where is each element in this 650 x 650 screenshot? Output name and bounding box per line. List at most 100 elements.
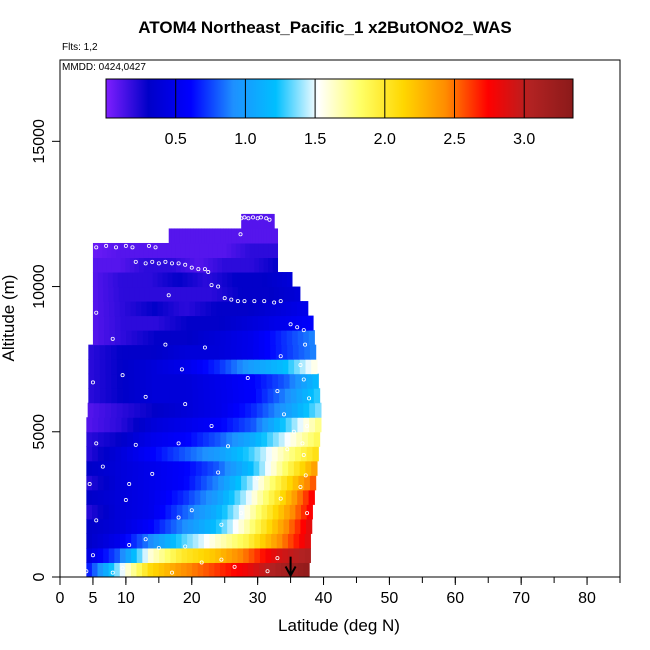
heatmap-cell bbox=[120, 504, 127, 520]
heatmap-cell bbox=[292, 330, 299, 346]
heatmap-cell bbox=[104, 330, 111, 346]
heatmap-cell bbox=[259, 533, 267, 549]
heatmap-cell bbox=[228, 489, 236, 505]
heatmap-cell bbox=[243, 301, 250, 317]
heatmap-cell bbox=[253, 213, 255, 229]
heatmap-cell bbox=[132, 272, 139, 288]
heatmap-cell bbox=[122, 272, 129, 288]
heatmap-cell bbox=[143, 475, 150, 491]
heatmap-cell bbox=[120, 257, 126, 273]
heatmap-cell bbox=[201, 344, 209, 360]
heatmap-cell bbox=[244, 213, 246, 229]
heatmap-cell bbox=[242, 330, 249, 346]
heatmap-cell bbox=[302, 489, 310, 505]
heatmap-cell bbox=[170, 330, 177, 346]
dates-label: MMDD: 0424,0427 bbox=[62, 62, 146, 73]
heatmap-cell bbox=[231, 228, 235, 244]
heatmap-cell bbox=[268, 489, 276, 505]
heatmap-cell bbox=[134, 286, 141, 302]
heatmap-cell bbox=[237, 286, 244, 302]
heatmap-cell bbox=[255, 373, 262, 389]
heatmap-cell bbox=[117, 272, 124, 288]
heatmap-cell bbox=[122, 359, 129, 375]
colorbar-tick-label: 1.0 bbox=[234, 131, 256, 148]
heatmap-cell bbox=[246, 315, 254, 331]
heatmap-cell bbox=[269, 228, 273, 244]
heatmap-cell bbox=[272, 272, 278, 288]
heatmap-cell bbox=[125, 562, 132, 577]
heatmap-cell bbox=[238, 518, 245, 534]
heatmap-cell bbox=[241, 315, 248, 331]
sample-point bbox=[163, 259, 168, 264]
heatmap-cell bbox=[194, 242, 200, 258]
heatmap-cell bbox=[209, 533, 216, 549]
heatmap-cell bbox=[270, 330, 277, 346]
heatmap-cell bbox=[229, 475, 236, 491]
heatmap-cell bbox=[286, 330, 293, 346]
heatmap-cell bbox=[128, 359, 135, 375]
sample-point bbox=[84, 569, 89, 574]
heatmap-cell bbox=[218, 475, 225, 491]
heatmap-cell bbox=[159, 504, 167, 520]
heatmap-cell bbox=[157, 388, 165, 404]
arrow-head bbox=[284, 566, 297, 578]
heatmap-cell bbox=[116, 344, 124, 360]
heatmap-cell bbox=[252, 315, 259, 331]
heatmap-cell bbox=[113, 286, 120, 302]
heatmap-cell bbox=[286, 475, 294, 491]
heatmap-cell bbox=[203, 242, 209, 258]
heatmap-cell bbox=[162, 417, 170, 433]
sample-point bbox=[255, 476, 260, 481]
heatmap-cell bbox=[184, 460, 191, 476]
heatmap-cell bbox=[224, 460, 232, 476]
heatmap-cell bbox=[292, 562, 299, 577]
heatmap-cell bbox=[228, 228, 232, 244]
heatmap-cell bbox=[174, 359, 181, 375]
heatmap-cell bbox=[195, 228, 200, 244]
heatmap-cell bbox=[178, 460, 185, 476]
heatmap-cell bbox=[217, 489, 224, 505]
heatmap-cell bbox=[235, 257, 242, 273]
sample-point bbox=[301, 328, 306, 333]
heatmap-cell bbox=[92, 272, 99, 288]
heatmap-cell bbox=[91, 518, 99, 534]
heatmap-cell bbox=[247, 272, 253, 288]
heatmap-cell bbox=[136, 533, 143, 549]
sample-point bbox=[94, 441, 99, 446]
heatmap-cell bbox=[276, 359, 284, 375]
heatmap-cell bbox=[120, 475, 128, 491]
heatmap-cell bbox=[303, 562, 310, 577]
sample-point bbox=[87, 482, 92, 487]
heatmap-cell bbox=[272, 213, 274, 229]
heatmap-cell bbox=[149, 286, 156, 302]
heatmap-cell bbox=[230, 344, 237, 360]
heatmap-cell bbox=[262, 417, 269, 433]
heatmap-cell bbox=[226, 242, 232, 258]
heatmap-cell bbox=[251, 213, 253, 229]
heatmap-cell bbox=[256, 213, 258, 229]
heatmap-cell bbox=[162, 344, 169, 360]
heatmap-cell bbox=[183, 475, 191, 491]
heatmap-cell bbox=[175, 242, 182, 258]
heatmap-cell bbox=[86, 431, 93, 447]
sample-point bbox=[262, 299, 267, 304]
heatmap-cell bbox=[289, 286, 296, 302]
heatmap-cell bbox=[216, 504, 223, 520]
heatmap-cell bbox=[86, 533, 93, 549]
heatmap-cell bbox=[248, 213, 251, 229]
heatmap-cell bbox=[208, 562, 215, 577]
colorbar: 0.5 1.0 1.5 2.0 2.5 3.0 bbox=[105, 78, 574, 148]
heatmap-cell bbox=[260, 213, 263, 229]
heatmap-cell bbox=[173, 431, 181, 447]
location-arrow bbox=[284, 556, 297, 578]
heatmap-cell bbox=[87, 402, 95, 418]
heatmap-cell bbox=[186, 388, 193, 404]
heatmap-cell bbox=[280, 489, 287, 505]
heatmap-cell bbox=[170, 533, 177, 549]
heatmap-cell bbox=[98, 315, 105, 331]
heatmap-cell bbox=[141, 301, 148, 317]
heatmap-cell bbox=[294, 359, 301, 375]
heatmap-cell bbox=[267, 272, 273, 288]
heatmap-cell bbox=[158, 562, 165, 577]
heatmap-cell bbox=[148, 504, 155, 520]
